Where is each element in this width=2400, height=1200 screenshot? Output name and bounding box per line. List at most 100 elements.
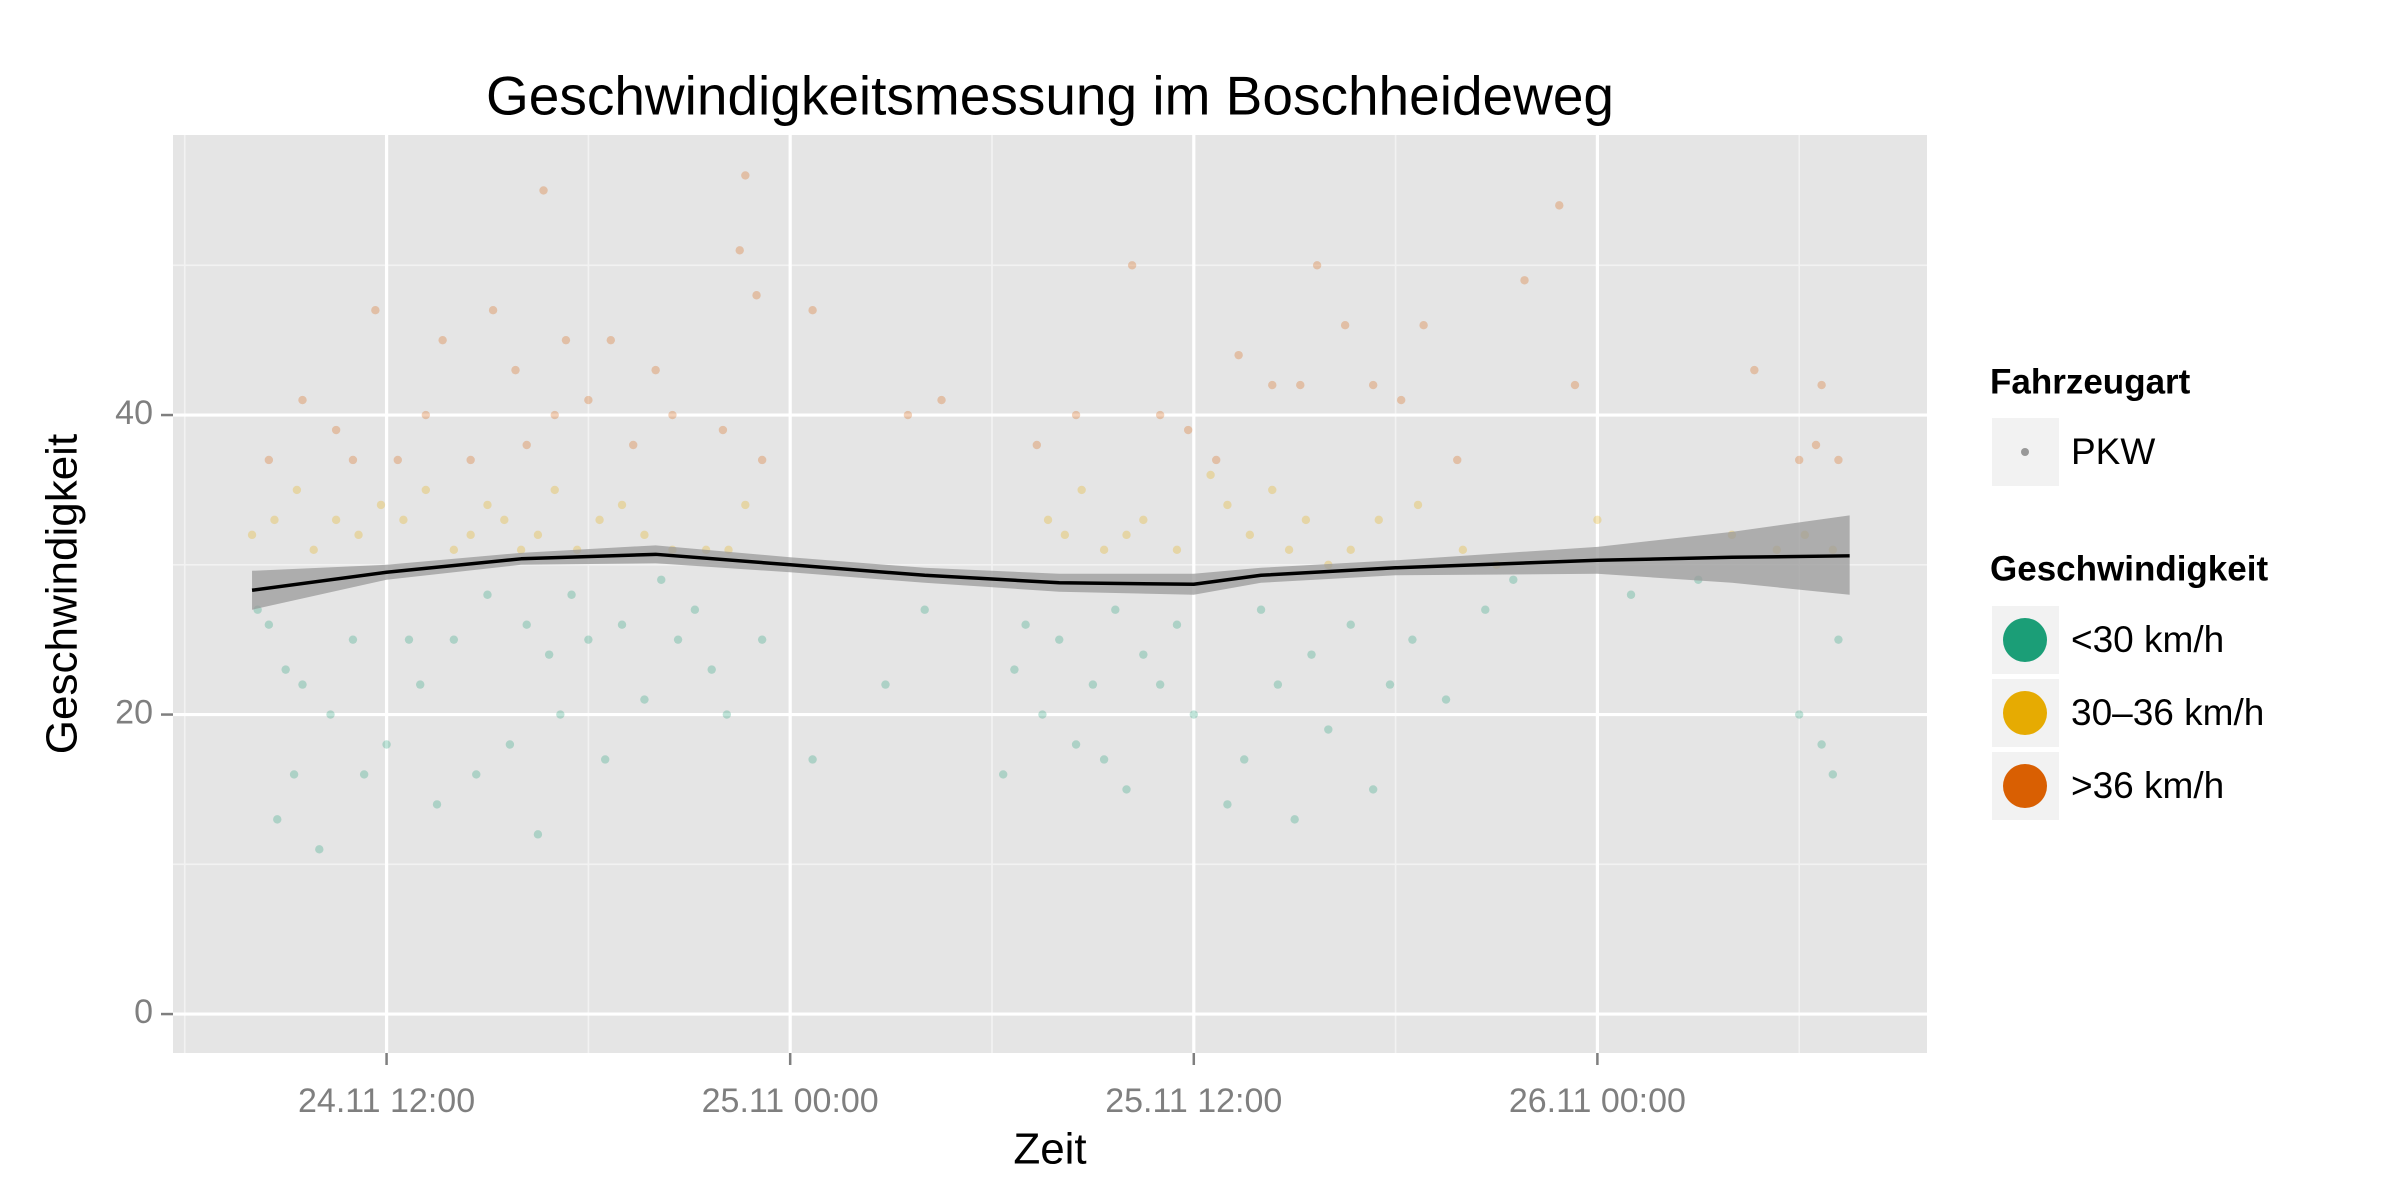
point	[1155, 410, 1165, 420]
x-tick-label: 25.11 00:00	[702, 1082, 879, 1120]
point	[1010, 665, 1019, 674]
point	[584, 395, 593, 405]
legend-symbol	[2021, 448, 2029, 456]
point	[1223, 800, 1232, 809]
point	[1245, 530, 1255, 540]
point	[640, 695, 649, 704]
point	[1183, 425, 1193, 435]
point	[1296, 380, 1305, 390]
point	[1284, 545, 1294, 555]
point	[1817, 740, 1826, 749]
point	[1111, 605, 1120, 614]
point	[673, 635, 683, 644]
point	[1520, 276, 1529, 285]
point	[1340, 320, 1350, 330]
point	[1368, 785, 1378, 794]
legend: Fahrzeugart PKW Geschwindigkeit <30 km/h…	[1990, 362, 2268, 820]
point	[1139, 515, 1148, 525]
point	[1453, 455, 1462, 465]
point	[617, 620, 627, 629]
point	[522, 620, 531, 629]
point	[1099, 545, 1109, 555]
point	[1834, 635, 1843, 644]
point	[1240, 755, 1249, 764]
point	[640, 530, 649, 540]
smooth-line	[251, 552, 1850, 592]
point	[1458, 545, 1468, 555]
point	[606, 335, 615, 345]
point	[298, 395, 307, 405]
point	[561, 335, 571, 345]
point	[1223, 500, 1232, 510]
point	[1312, 261, 1322, 270]
point	[1043, 515, 1053, 525]
panel	[173, 135, 1927, 1053]
point	[1570, 380, 1580, 390]
point	[483, 590, 492, 599]
point	[309, 545, 318, 555]
point	[511, 365, 520, 375]
point	[1212, 455, 1221, 465]
point	[264, 455, 274, 465]
point	[421, 410, 431, 420]
point	[500, 515, 509, 525]
point	[735, 246, 744, 255]
point	[1626, 590, 1636, 599]
legend-label: >36 km/h	[2071, 765, 2224, 806]
point	[920, 605, 929, 614]
point	[757, 455, 767, 465]
legend-symbol	[2003, 691, 2047, 735]
point	[315, 845, 324, 854]
point	[371, 306, 380, 315]
point	[289, 770, 299, 779]
point	[600, 755, 610, 764]
point	[757, 635, 767, 644]
point	[741, 171, 750, 180]
point	[292, 485, 302, 495]
point	[1206, 470, 1215, 480]
point	[533, 530, 543, 540]
point	[1413, 500, 1423, 510]
y-tick-label: 0	[134, 993, 153, 1031]
point	[449, 635, 459, 644]
point	[1021, 620, 1030, 629]
point	[1268, 380, 1277, 390]
point	[488, 306, 498, 315]
point	[1324, 725, 1333, 734]
point	[1811, 440, 1821, 450]
point	[657, 575, 666, 584]
legend-label: PKW	[2071, 431, 2155, 472]
point	[331, 515, 341, 525]
point	[1509, 575, 1518, 584]
point	[1060, 530, 1070, 540]
legend-label: <30 km/h	[2071, 619, 2224, 660]
point	[1071, 740, 1081, 749]
y-tick-label: 40	[115, 394, 153, 432]
point	[438, 335, 447, 345]
point	[1122, 530, 1131, 540]
y-axis-title: Geschwindigkeit	[38, 434, 87, 754]
point	[393, 455, 402, 465]
point	[483, 500, 492, 510]
point	[472, 770, 481, 779]
point	[1408, 635, 1417, 644]
point	[1172, 545, 1182, 555]
point	[270, 515, 279, 525]
point	[998, 770, 1008, 779]
legend-label: 30–36 km/h	[2071, 692, 2264, 733]
point	[281, 665, 290, 674]
point	[359, 770, 369, 779]
point	[1794, 710, 1804, 719]
point	[1122, 785, 1131, 794]
point	[595, 515, 604, 525]
point	[690, 605, 700, 614]
point	[1172, 620, 1182, 629]
point	[1099, 755, 1109, 764]
point	[567, 590, 576, 599]
point	[1481, 605, 1490, 614]
point	[1301, 515, 1311, 525]
point	[550, 485, 559, 495]
point	[533, 830, 543, 839]
point	[1368, 380, 1378, 390]
point	[1088, 680, 1098, 689]
